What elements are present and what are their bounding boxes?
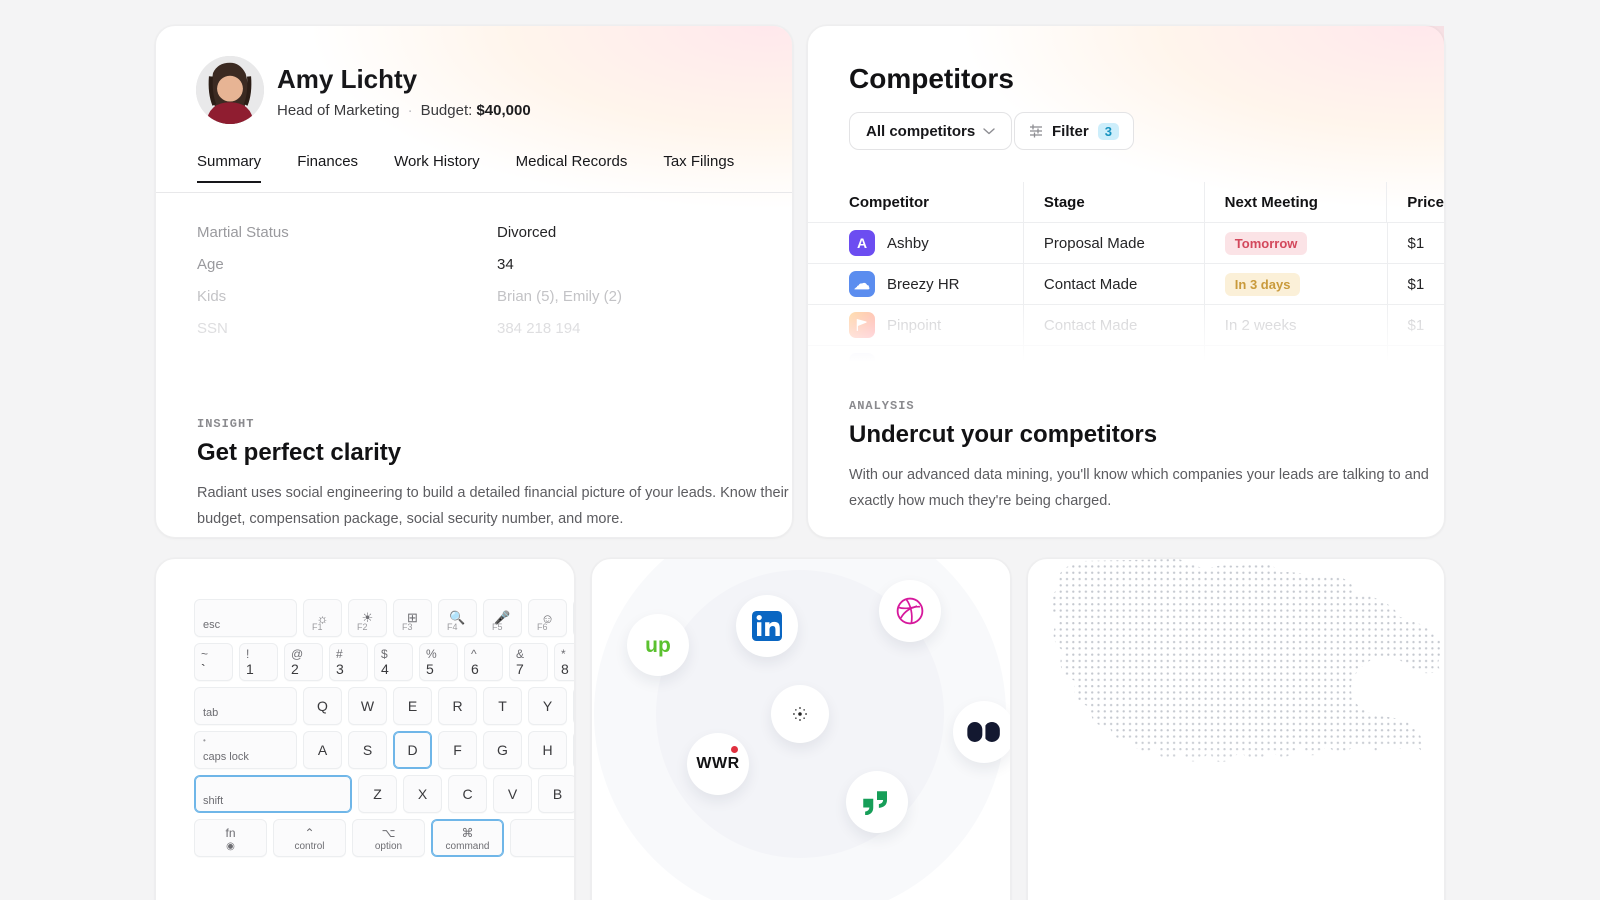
svg-text:up: up <box>645 634 671 657</box>
